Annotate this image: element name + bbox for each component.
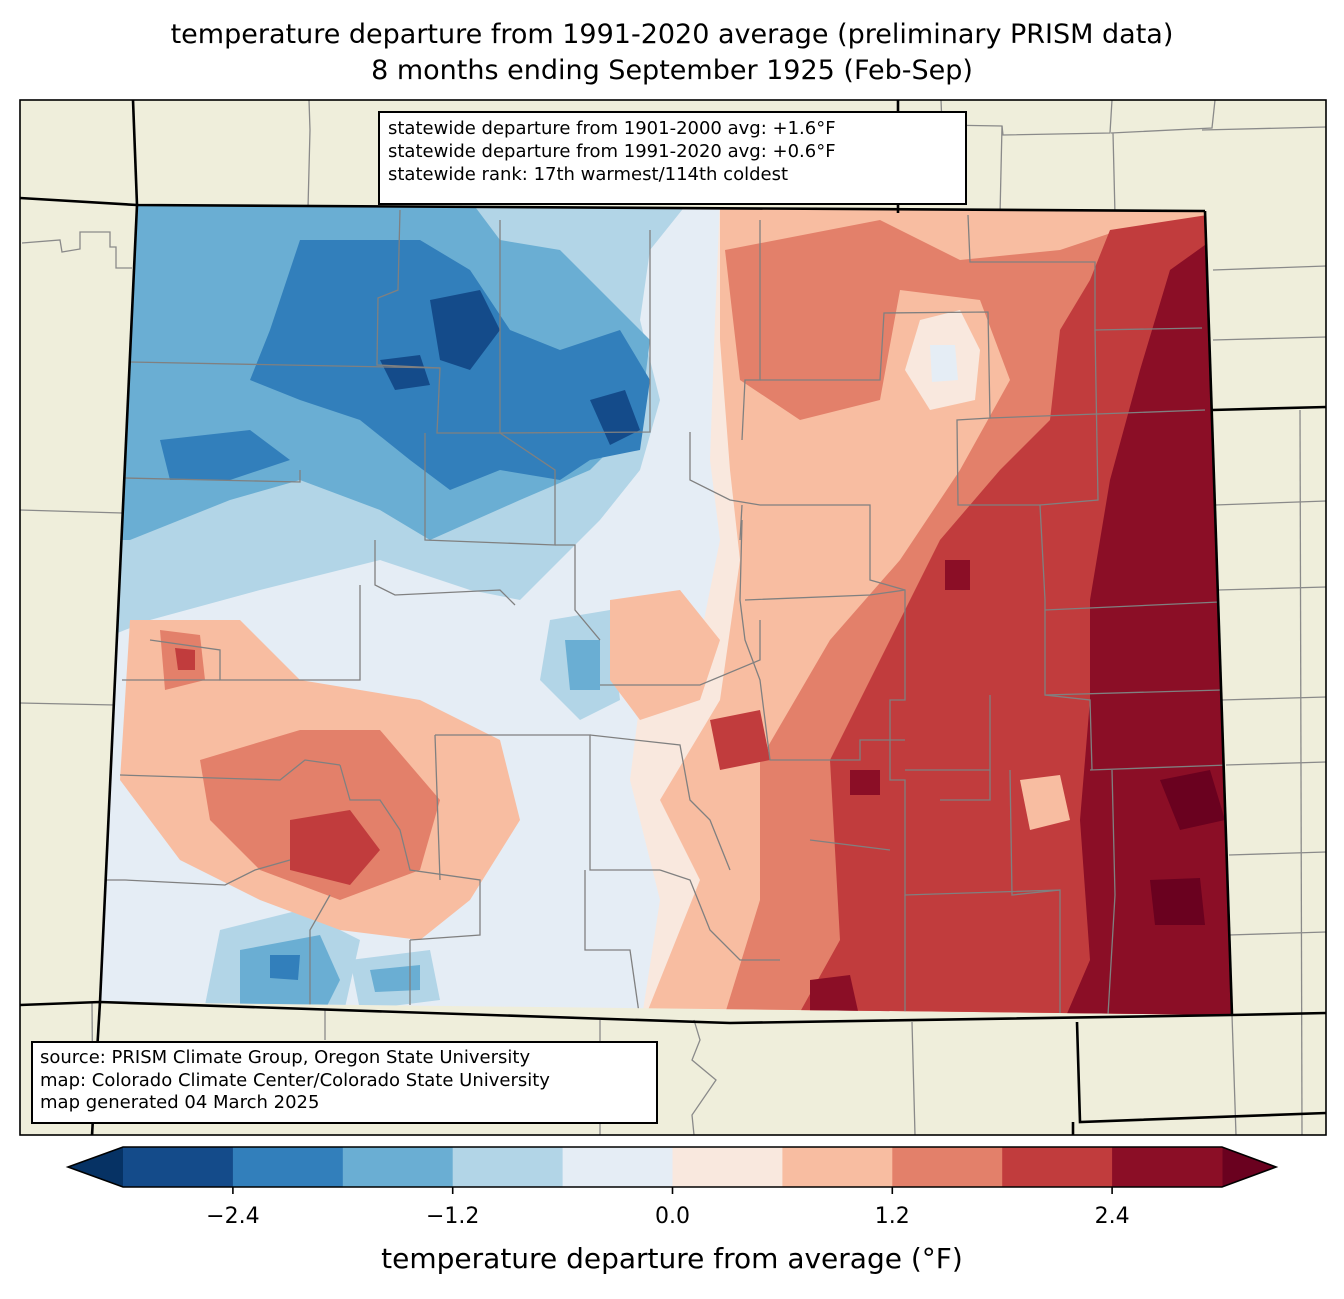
- colorado-county-lines: [105, 209, 1229, 1015]
- map-title: temperature departure from 1991-2020 ave…: [170, 19, 1174, 50]
- colorbar-bin: [232, 1147, 344, 1187]
- generated-date-line: map generated 04 March 2025: [40, 1092, 320, 1113]
- colorbar-tick-label: 0.0: [655, 1204, 690, 1229]
- colorbar-bin: [672, 1147, 783, 1187]
- colorbar-bin: [892, 1147, 1003, 1187]
- map-credit-line: map: Colorado Climate Center/Colorado St…: [40, 1069, 550, 1091]
- colorbar-bin: [452, 1147, 564, 1187]
- map-frame: [19, 99, 1327, 1136]
- state-boundaries: [20, 100, 1326, 1135]
- colorbar-over-arrow: [1222, 1147, 1276, 1187]
- source-credit-box: source: PRISM Climate Group, Oregon Stat…: [31, 1041, 658, 1124]
- statewide-stats-box: statewide departure from 1901-2000 avg: …: [378, 111, 967, 205]
- colorbar-outline: [65, 1146, 1279, 1188]
- stats-departure-1991-2020: statewide departure from 1991-2020 avg: …: [388, 141, 836, 162]
- colorbar-label: temperature departure from average (°F): [381, 1242, 963, 1275]
- temperature-contours: [100, 205, 1232, 1015]
- source-line: source: PRISM Climate Group, Oregon Stat…: [40, 1047, 531, 1068]
- colorbar-tick-label: −1.2: [425, 1204, 480, 1229]
- colorbar-tick-label: 2.4: [1094, 1204, 1130, 1229]
- colorbar-bin: [1112, 1147, 1223, 1187]
- colorbar-tick-label: 1.2: [874, 1204, 910, 1229]
- colorbar-bin: [782, 1147, 893, 1187]
- colorbar-bin: [123, 1147, 234, 1187]
- colorbar: [65, 1146, 1279, 1194]
- colorbar-bin: [342, 1147, 454, 1187]
- map-subtitle: 8 months ending September 1925 (Feb-Sep): [371, 55, 973, 86]
- colorbar-tick-label: −2.4: [206, 1204, 260, 1229]
- colorbar-bin: [1002, 1147, 1113, 1187]
- colorbar-bin: [562, 1147, 673, 1187]
- stats-rank: statewide rank: 17th warmest/114th colde…: [388, 164, 789, 185]
- colorbar-under-arrow: [68, 1147, 123, 1187]
- stats-departure-1901-2000: statewide departure from 1901-2000 avg: …: [388, 118, 836, 139]
